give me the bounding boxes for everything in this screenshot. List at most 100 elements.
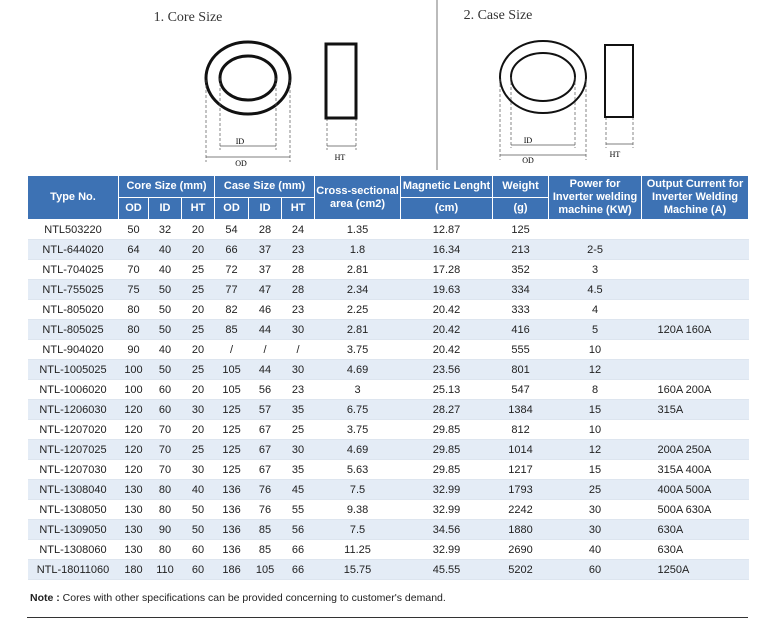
table-cell: 11.25 — [314, 539, 401, 560]
diagrams: 1. Core Size ID OD HT 2. Case Size ID OD… — [154, 0, 634, 170]
table-cell: NTL-1005025 — [27, 359, 119, 380]
table-cell: / — [248, 339, 282, 360]
header-cell: OD — [118, 197, 149, 220]
header-cell: Power for Inverter welding machine (KW) — [548, 175, 643, 220]
table-cell: 44 — [248, 359, 282, 380]
table-cell: 29.85 — [400, 439, 493, 460]
table-cell — [641, 359, 749, 380]
table-cell: 25.13 — [400, 379, 493, 400]
core-dims — [205, 78, 357, 162]
table-row: NTL-1308060 130 80 60 136 85 66 11.25 32.99 2690 4… — [27, 539, 749, 560]
table-cell: 4.5 — [548, 279, 642, 300]
table-cell: 23 — [281, 379, 315, 400]
table-cell: 80 — [148, 539, 182, 560]
table-cell: 23 — [281, 239, 315, 260]
table-cell: 37 — [248, 259, 282, 280]
table-cell — [641, 279, 749, 300]
table-cell: 4.69 — [314, 439, 401, 460]
table-cell: NTL-805025 — [27, 319, 119, 340]
table-cell: 630A — [641, 519, 749, 540]
table-cell: 1.35 — [314, 219, 401, 240]
table-cell: NTL-1309050 — [27, 519, 119, 540]
table-cell: 125 — [492, 219, 549, 240]
table-cell: 70 — [148, 459, 182, 480]
table-cell: 105 — [248, 559, 282, 580]
case-od: OD — [522, 156, 534, 165]
table-row: NTL-1005025 100 50 25 105 44 30 4.69 23.56 801 12 — [27, 359, 749, 380]
table-cell: 30 — [181, 459, 215, 480]
table-cell: 2242 — [492, 499, 549, 520]
table-cell: 333 — [492, 299, 549, 320]
table-cell: 28 — [248, 219, 282, 240]
table-cell: 24 — [281, 219, 315, 240]
case-side — [604, 44, 634, 118]
table-cell: 3 — [314, 379, 401, 400]
table-cell: / — [214, 339, 249, 360]
table-cell: 16.34 — [400, 239, 493, 260]
table-cell: NTL-755025 — [27, 279, 119, 300]
table-cell: 20.42 — [400, 299, 493, 320]
note-label: Note : — [30, 592, 60, 604]
table-cell: 67 — [248, 459, 282, 480]
table-cell: NTL-18011060 — [27, 559, 119, 580]
table-cell — [548, 219, 642, 240]
header-cell: Type No. — [27, 175, 119, 220]
table-row: NTL-904020 90 40 20///3.75 20.42 555 10 — [27, 339, 749, 360]
table-cell: 30 — [281, 439, 315, 460]
table-cell: 315A — [641, 399, 749, 420]
table-row: NTL-1308040 130 80 40 136 76 45 7.5 32.99 1793 25 4… — [27, 479, 749, 500]
table-cell: 60 — [148, 399, 182, 420]
table-cell: 76 — [248, 479, 282, 500]
table-cell: 20 — [181, 379, 215, 400]
table-cell: 1793 — [492, 479, 549, 500]
table-cell: 2-5 — [548, 239, 642, 260]
table-row: NTL-1309050 130 90 50 136 85 56 7.5 34.56 1880 30 6… — [27, 519, 749, 540]
table-cell: 2690 — [492, 539, 549, 560]
table-cell: 15 — [548, 399, 642, 420]
header-cell: HT — [281, 197, 316, 220]
table-cell: 25 — [181, 359, 215, 380]
table-cell: 23 — [281, 299, 315, 320]
table-cell: 20 — [181, 339, 215, 360]
table-cell: 70 — [118, 259, 149, 280]
table-cell: 57 — [248, 399, 282, 420]
header-cell: ID — [148, 197, 182, 220]
table-cell: 20 — [181, 239, 215, 260]
table-cell: 47 — [248, 279, 282, 300]
table-row: NTL-1206030 120 60 30 125 57 35 6.75 28.27 1384 15… — [27, 399, 749, 420]
table-cell — [641, 339, 749, 360]
table-cell: 34.56 — [400, 519, 493, 540]
table-cell: 555 — [492, 339, 549, 360]
table-cell: 3 — [548, 259, 642, 280]
table-body: NTL503220 50 32 20 54 28 24 1.35 12.87 125 NTL-644… — [27, 219, 749, 580]
table-cell: 32.99 — [400, 539, 493, 560]
table-cell: 40 — [148, 339, 182, 360]
table-cell: 54 — [214, 219, 249, 240]
core-title: 1. Core Size — [154, 10, 223, 25]
table-cell: 30 — [281, 359, 315, 380]
table-cell: 1.8 — [314, 239, 401, 260]
table-cell: 66 — [281, 559, 315, 580]
table-cell: 80 — [118, 299, 149, 320]
table-cell: NTL-1207030 — [27, 459, 119, 480]
table-cell: 25 — [181, 279, 215, 300]
table-cell: 45 — [281, 479, 315, 500]
table-cell — [641, 239, 749, 260]
table-cell: 90 — [148, 519, 182, 540]
table-cell: 100 — [118, 379, 149, 400]
table-cell: 120 — [118, 459, 149, 480]
table-cell: 125 — [214, 459, 249, 480]
table-cell: 2.81 — [314, 319, 401, 340]
table-row: NTL-704025 70 40 25 72 37 28 2.81 17.28 352 3 — [27, 259, 749, 280]
table-cell: 23.56 — [400, 359, 493, 380]
header-cell: (cm) — [400, 197, 494, 220]
table-cell: 6.75 — [314, 399, 401, 420]
table-cell: 5202 — [492, 559, 549, 580]
table-cell: 5.63 — [314, 459, 401, 480]
note-text: Cores with other specifications can be p… — [62, 592, 446, 604]
table-cell: 125 — [214, 439, 249, 460]
table-cell: 200A 250A — [641, 439, 749, 460]
table-cell: 45.55 — [400, 559, 493, 580]
table-cell: 20 — [181, 419, 215, 440]
